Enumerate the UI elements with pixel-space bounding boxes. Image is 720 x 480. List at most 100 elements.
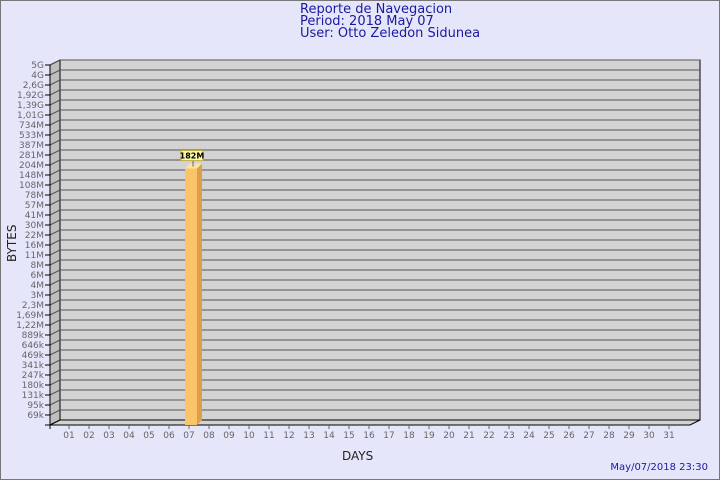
y-tick-label: 1,22M [16,321,44,331]
y-tick-label: 1,39G [17,101,44,111]
gridline-wall [49,389,61,396]
x-tick-label: 28 [603,431,615,441]
x-tick-label: 15 [343,431,354,441]
x-tick-label: 03 [103,431,114,441]
y-tick-label: 1,92G [17,91,44,101]
y-tick-label: 387M [19,141,44,151]
y-tick-label: 131k [22,391,45,401]
x-tick-label: 05 [143,431,154,441]
y-tick-label: 78M [25,191,44,201]
gridline-wall [49,239,61,246]
chart-period: Period: 2018 May 07 [300,14,434,29]
y-tick-label: 22M [25,231,44,241]
x-tick-label: 18 [403,431,415,441]
gridline-wall [49,339,61,346]
gridline-wall [49,249,61,256]
x-tick-label: 02 [83,431,94,441]
x-tick-label: 30 [643,431,655,441]
x-tick-label: 21 [463,431,474,441]
y-axis-label: BYTES [5,225,19,262]
y-tick-label: 8M [31,261,45,271]
x-tick-label: 14 [323,431,335,441]
report-timestamp: May/07/2018 23:30 [610,462,708,473]
gridline-wall [49,69,61,76]
gridline-wall [49,269,61,276]
y-tick-label: 734M [19,121,44,131]
y-tick-label: 533M [19,131,44,141]
y-tick-label: 57M [25,201,44,211]
y-tick-label: 646k [22,341,45,351]
gridline-wall [49,169,61,176]
chart-title: Reporte de Navegacion [300,2,453,17]
data-label-box [180,150,204,162]
x-tick-label: 11 [263,431,274,441]
gridline-wall [49,309,61,316]
y-tick-label: 4M [31,281,45,291]
gridline-wall [49,159,61,166]
gridline-wall [49,59,61,66]
x-tick-label: 12 [283,431,294,441]
y-tick-label: 69k [27,411,44,421]
y-tick-label: 469k [22,351,45,361]
bar-07 [185,168,197,425]
gridline-wall [49,349,61,356]
x-tick-label: 13 [303,431,314,441]
x-tick-label: 25 [543,431,554,441]
gridline-wall [49,119,61,126]
chart-user: User: Otto Zeledon Sidunea [300,26,481,41]
gridline-wall [49,229,61,236]
y-tick-label: 11M [25,251,44,261]
y-tick-label: 1,69M [16,311,44,321]
gridline-wall [49,319,61,326]
y-tick-label: 41M [25,211,44,221]
x-tick-label: 08 [203,431,215,441]
x-tick-label: 16 [363,431,375,441]
y-tick-label: 6M [31,271,45,281]
x-tick-label: 09 [223,431,235,441]
gridline-wall [49,279,61,286]
gridline-wall [49,409,61,416]
x-tick-label: 01 [63,431,74,441]
y-tick-label: 341k [22,361,45,371]
y-tick-label: 3M [31,291,45,301]
gridline-wall [49,149,61,156]
y-tick-label: 5G [31,61,44,71]
y-tick-label: 281M [19,151,44,161]
gridline-wall [49,379,61,386]
y-tick-label: 2,3M [22,301,44,311]
gridline-wall [49,219,61,226]
gridline-wall [49,259,61,266]
gridline-wall [49,199,61,206]
x-tick-label: 10 [243,431,255,441]
gridline-wall [49,289,61,296]
gridline-wall [49,189,61,196]
y-tick-label: 180k [22,381,45,391]
gridline-wall [49,369,61,376]
x-tick-label: 04 [123,431,135,441]
x-tick-label: 26 [563,431,575,441]
y-tick-label: 95k [27,401,44,411]
gridline-wall [49,99,61,106]
plot-floor [49,419,701,426]
y-tick-label: 16M [25,241,44,251]
gridline-wall [49,79,61,86]
gridline-wall [49,359,61,366]
gridline-wall [49,209,61,216]
gridline-wall [49,179,61,186]
y-tick-label: 4G [31,71,44,81]
x-tick-label: 24 [523,431,535,441]
x-axis-label: DAYS [342,449,373,463]
x-tick-label: 19 [423,431,435,441]
x-tick-label: 29 [623,431,635,441]
y-tick-label: 1,01G [17,111,44,121]
x-tick-label: 07 [183,431,194,441]
x-tick-label: 22 [483,431,494,441]
gridline-wall [49,329,61,336]
y-tick-label: 889k [22,331,45,341]
data-label-07: 182M [180,152,205,161]
gridline-wall [49,299,61,306]
x-tick-label: 31 [663,431,674,441]
gridline-wall [49,139,61,146]
y-tick-label: 2,6G [23,81,44,91]
